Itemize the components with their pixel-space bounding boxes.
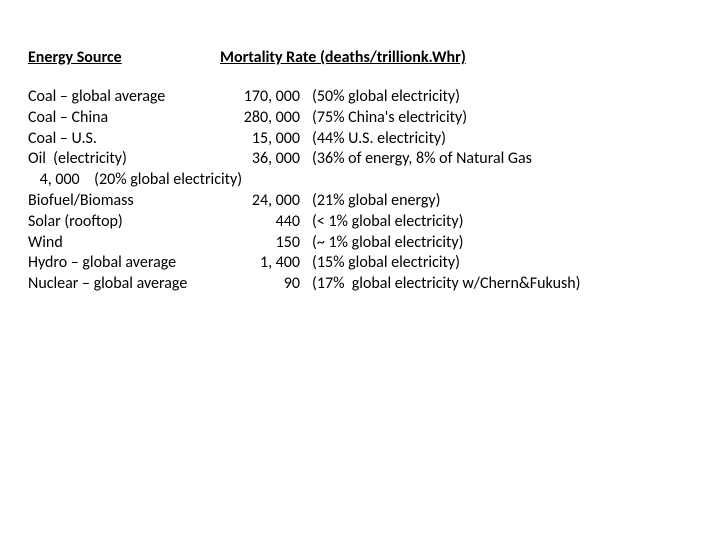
note-text: (21% global energy)	[300, 191, 440, 212]
rate-value: 150	[228, 233, 300, 254]
note-text: (75% China's electricity)	[300, 108, 467, 129]
data-row: Coal – global average 170, 000 (50% glob…	[28, 87, 692, 108]
rate-value: 170, 000	[228, 87, 300, 108]
natural-gas-text: 4, 000 (20% global electricity)	[36, 170, 242, 191]
rate-value: 24, 000	[228, 191, 300, 212]
note-text: (50% global electricity)	[300, 87, 460, 108]
header-row: Energy Source Mortality Rate (deaths/tri…	[28, 48, 692, 67]
source-label: Solar (rooftop)	[28, 212, 228, 233]
rate-value: 1, 400	[228, 253, 300, 274]
header-energy-source: Energy Source	[28, 48, 220, 67]
note-text: (17% global electricity w/Chern&Fukush)	[300, 274, 581, 295]
data-row: Solar (rooftop) 440 (< 1% global electri…	[28, 212, 692, 233]
rate-value: 15, 000	[228, 129, 300, 150]
content: Energy Source Mortality Rate (deaths/tri…	[0, 0, 720, 295]
data-row: Coal – China 280, 000 (75% China's elect…	[28, 108, 692, 129]
note-text: (~ 1% global electricity)	[300, 233, 463, 254]
note-text: (< 1% global electricity)	[300, 212, 463, 233]
data-row: Wind 150 (~ 1% global electricity)	[28, 233, 692, 254]
source-label: Coal – U.S.	[28, 129, 228, 150]
natural-gas-row: 4, 000 (20% global electricity)	[28, 170, 692, 191]
rate-value: 36, 000	[228, 149, 300, 170]
source-label: Nuclear – global average	[28, 274, 228, 295]
source-label: Coal – global average	[28, 87, 228, 108]
source-label: Oil (electricity)	[28, 149, 228, 170]
source-label: Hydro – global average	[28, 253, 228, 274]
rate-value: 90	[228, 274, 300, 295]
note-text: (44% U.S. electricity)	[300, 129, 446, 150]
note-text: (15% global electricity)	[300, 253, 460, 274]
data-row: Hydro – global average 1, 400 (15% globa…	[28, 253, 692, 274]
data-row: Biofuel/Biomass 24, 000 (21% global ener…	[28, 191, 692, 212]
source-label: Biofuel/Biomass	[28, 191, 228, 212]
source-label: Wind	[28, 233, 228, 254]
data-row: Nuclear – global average 90 (17% global …	[28, 274, 692, 295]
data-row: Coal – U.S. 15, 000 (44% U.S. electricit…	[28, 129, 692, 150]
header-mortality-rate: Mortality Rate (deaths/trillionk.Whr)	[220, 48, 466, 67]
source-label: Coal – China	[28, 108, 228, 129]
note-text: (36% of energy, 8% of Natural Gas	[300, 149, 532, 170]
rate-value: 280, 000	[228, 108, 300, 129]
rate-value: 440	[228, 212, 300, 233]
data-block: Coal – global average 170, 000 (50% glob…	[28, 87, 692, 295]
data-row: Oil (electricity) 36, 000 (36% of energy…	[28, 149, 692, 170]
